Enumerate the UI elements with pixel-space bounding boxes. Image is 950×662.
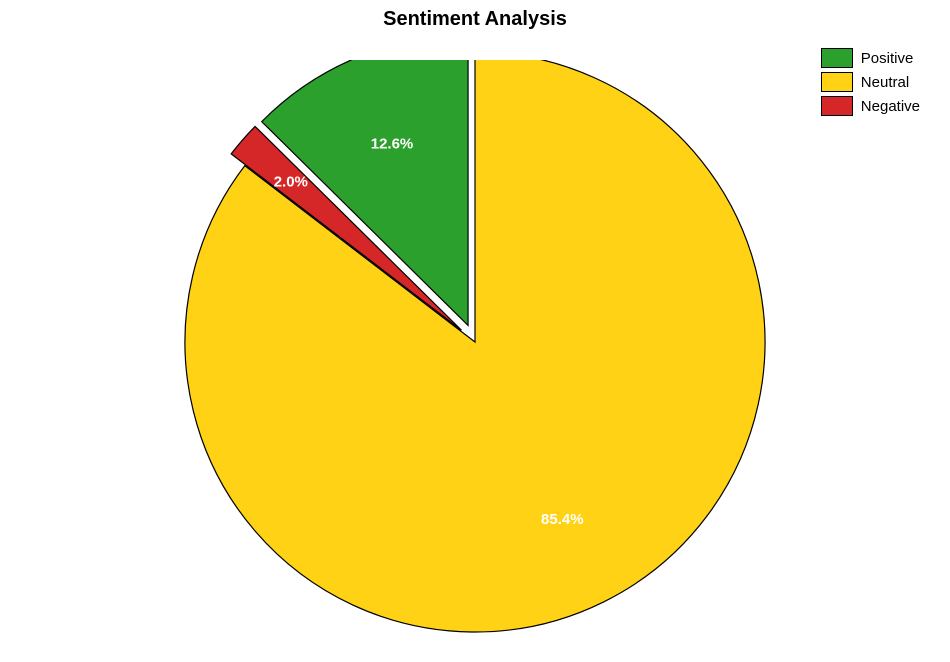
slice-label-neutral: 85.4% <box>541 511 584 528</box>
legend: Positive Neutral Negative <box>821 48 920 120</box>
legend-label: Negative <box>861 98 920 115</box>
legend-item: Neutral <box>821 72 920 92</box>
pie-chart: 85.4% 2.0% 12.6% <box>0 60 950 662</box>
chart-title: Sentiment Analysis <box>0 8 950 31</box>
slice-label-positive: 12.6% <box>371 135 414 152</box>
legend-label: Neutral <box>861 74 909 91</box>
legend-swatch <box>821 96 853 116</box>
legend-item: Positive <box>821 48 920 68</box>
legend-item: Negative <box>821 96 920 116</box>
legend-swatch <box>821 48 853 68</box>
slice-label-negative: 2.0% <box>274 174 308 191</box>
chart-container: Sentiment Analysis 85.4% 2.0% 12.6% Positi… <box>0 0 950 662</box>
legend-label: Positive <box>861 50 914 67</box>
legend-swatch <box>821 72 853 92</box>
